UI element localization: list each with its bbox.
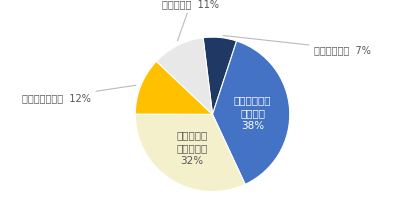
Text: だいたい把握
している
38%: だいたい把握 している 38% [234, 94, 271, 131]
Wedge shape [156, 38, 212, 115]
Wedge shape [203, 38, 237, 115]
Text: 把握している  7%: 把握している 7% [223, 36, 371, 54]
Wedge shape [212, 42, 290, 184]
Text: わからない  11%: わからない 11% [162, 0, 219, 42]
Text: あまり把握
していない
32%: あまり把握 していない 32% [176, 129, 207, 165]
Text: 把握していない  12%: 把握していない 12% [22, 86, 136, 103]
Wedge shape [135, 62, 212, 115]
Wedge shape [135, 115, 245, 192]
